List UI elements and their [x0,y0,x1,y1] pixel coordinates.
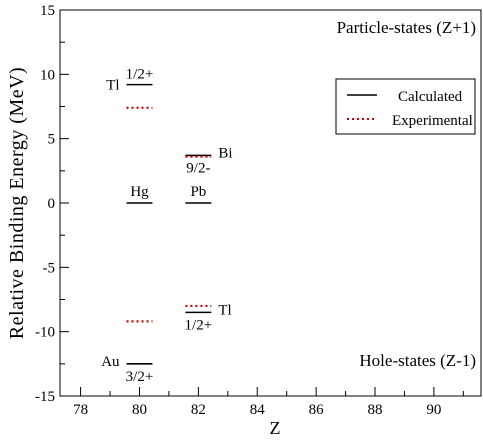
y-tick-label: 0 [48,196,56,212]
x-tick-label: 82 [191,402,206,418]
x-tick-label: 78 [73,402,88,418]
y-tick-label: -10 [35,325,55,341]
x-tick-label: 84 [250,402,266,418]
y-tick-label: 15 [40,3,55,19]
y-tick-label: 5 [48,132,56,148]
element-label: Hg [130,184,149,200]
spin-label: 1/2+ [126,67,154,83]
element-label: Au [101,354,120,370]
element-label: Bi [218,145,232,161]
element-label: Tl [106,78,119,94]
y-tick-label: -5 [43,260,56,276]
spin-label: 1/2+ [185,317,213,333]
y-tick-label: -15 [35,389,55,405]
x-tick-label: 80 [132,402,147,418]
element-label: Tl [218,302,231,318]
plot-frame [59,9,482,397]
x-axis-label: Z [270,418,281,438]
x-tick-label: 90 [426,402,441,418]
legend-experimental-label: Experimental [392,113,473,129]
element-label: Pb [190,184,206,200]
x-tick-label: 88 [368,402,383,418]
spin-label: 9/2- [186,160,210,176]
spin-label: 3/2+ [126,369,154,385]
legend: Calculated Experimental [335,78,476,135]
legend-calculated-label: Calculated [398,89,463,105]
x-tick-label: 86 [309,402,325,418]
axes: 78 80 82 84 86 88 90 -15 -10 -5 0 5 10 15 [35,3,464,418]
annotation-particle-states: Particle-states (Z+1) [337,18,476,37]
level-marks: Tl 1/2+ Hg Au 3/2+ Bi 9/2- Pb Tl 1/2+ [101,67,232,385]
annotation-hole-states: Hole-states (Z-1) [359,351,476,370]
y-tick-label: 10 [40,67,55,83]
legend-box [335,78,476,135]
y-axis-label: Relative Binding Energy (MeV) [6,67,28,339]
